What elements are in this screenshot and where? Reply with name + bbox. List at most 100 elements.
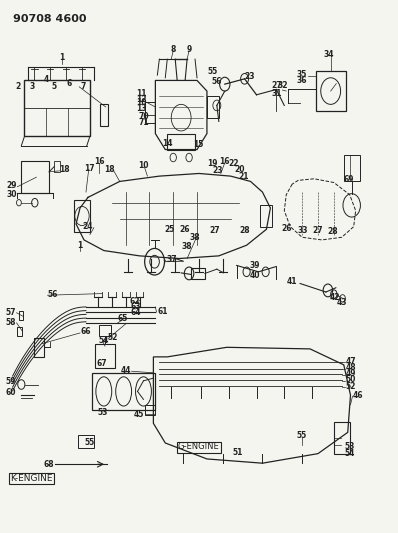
Text: 59: 59	[6, 377, 16, 386]
Text: 50: 50	[346, 375, 356, 384]
Bar	[207, 96, 219, 118]
Text: 25: 25	[164, 225, 174, 234]
Text: 35: 35	[297, 70, 307, 78]
Text: 49: 49	[346, 369, 356, 378]
Bar	[74, 200, 90, 232]
Text: 40: 40	[250, 271, 260, 280]
Text: 61: 61	[157, 307, 168, 316]
Text: 53: 53	[345, 442, 355, 451]
Text: 48: 48	[346, 363, 356, 372]
Text: 34: 34	[324, 51, 334, 59]
Text: 36: 36	[297, 76, 307, 85]
Bar	[34, 338, 44, 357]
Text: G-ENGINE: G-ENGINE	[178, 442, 219, 451]
Text: 39: 39	[250, 261, 260, 270]
Text: 16: 16	[94, 157, 104, 166]
Text: 57: 57	[5, 308, 16, 317]
Bar	[10, 473, 54, 484]
Text: 2: 2	[15, 82, 21, 91]
Text: 7: 7	[81, 82, 86, 91]
Text: 10: 10	[138, 161, 149, 170]
Text: 52: 52	[108, 333, 118, 342]
Text: 27: 27	[312, 226, 322, 235]
Text: 71: 71	[139, 118, 149, 127]
Text: 9: 9	[186, 45, 192, 54]
Text: 60: 60	[5, 388, 16, 397]
Bar	[260, 205, 272, 227]
Text: 24: 24	[83, 222, 93, 231]
Bar	[191, 268, 205, 279]
Text: K-ENGINE: K-ENGINE	[10, 474, 53, 482]
Text: 44: 44	[120, 366, 131, 375]
Text: 11: 11	[136, 88, 146, 98]
Text: 23: 23	[212, 166, 223, 175]
Bar	[167, 134, 195, 150]
Text: 8: 8	[170, 45, 176, 54]
Text: 52: 52	[346, 382, 356, 391]
Text: 69: 69	[343, 175, 354, 184]
Bar	[100, 104, 108, 126]
Bar	[18, 327, 22, 336]
Text: 6: 6	[66, 78, 72, 87]
Bar	[177, 442, 221, 453]
Text: 27: 27	[210, 226, 220, 235]
Text: 1: 1	[60, 53, 65, 62]
Text: 31: 31	[271, 89, 282, 98]
Text: 26: 26	[281, 224, 291, 233]
Text: 41: 41	[287, 277, 297, 286]
Text: 53: 53	[98, 408, 108, 417]
Text: 51: 51	[233, 448, 243, 457]
Text: 26: 26	[180, 225, 190, 234]
Bar	[25, 80, 90, 136]
Text: 19: 19	[207, 159, 218, 168]
Text: 38: 38	[190, 233, 200, 242]
Text: 45: 45	[134, 410, 144, 419]
Text: 38: 38	[182, 243, 192, 252]
Text: 14: 14	[162, 139, 172, 148]
Bar	[78, 435, 94, 448]
Bar	[99, 325, 111, 336]
Text: 17: 17	[85, 164, 95, 173]
Bar	[316, 71, 346, 111]
Text: 65: 65	[118, 314, 128, 323]
Text: 55: 55	[85, 439, 95, 448]
Text: 15: 15	[193, 140, 203, 149]
Text: 30: 30	[6, 190, 17, 199]
Text: 28: 28	[327, 228, 338, 237]
Bar	[95, 344, 115, 368]
Text: 23: 23	[245, 71, 255, 80]
Text: 16: 16	[220, 157, 230, 166]
Text: 46: 46	[353, 391, 363, 400]
Text: 22: 22	[229, 159, 239, 168]
Text: 70: 70	[139, 112, 149, 121]
Text: 27: 27	[271, 81, 282, 90]
Bar	[54, 161, 60, 172]
Text: 55: 55	[208, 68, 218, 76]
Text: 10: 10	[136, 98, 146, 107]
Text: 4: 4	[44, 75, 49, 84]
Text: 67: 67	[97, 359, 107, 368]
Text: 12: 12	[136, 94, 146, 103]
Bar	[19, 311, 23, 320]
Text: 55: 55	[296, 431, 306, 440]
Text: 5: 5	[52, 82, 57, 91]
Text: 33: 33	[298, 226, 308, 235]
Text: 13: 13	[136, 104, 146, 113]
Text: 18: 18	[104, 165, 115, 174]
Text: 43: 43	[337, 297, 347, 306]
Text: 62: 62	[129, 296, 140, 305]
Text: 21: 21	[238, 172, 249, 181]
Text: 58: 58	[5, 318, 16, 327]
Bar	[334, 422, 350, 454]
Text: 29: 29	[6, 181, 17, 190]
Text: 54: 54	[345, 449, 355, 458]
Text: 56: 56	[47, 289, 58, 298]
Text: 56: 56	[212, 77, 222, 86]
Text: 28: 28	[239, 226, 250, 235]
Text: 90708 4600: 90708 4600	[13, 14, 86, 24]
Bar	[92, 373, 155, 410]
Bar	[21, 161, 49, 193]
Text: 66: 66	[80, 327, 90, 336]
Text: 68: 68	[44, 460, 54, 469]
Text: 37: 37	[166, 255, 177, 264]
